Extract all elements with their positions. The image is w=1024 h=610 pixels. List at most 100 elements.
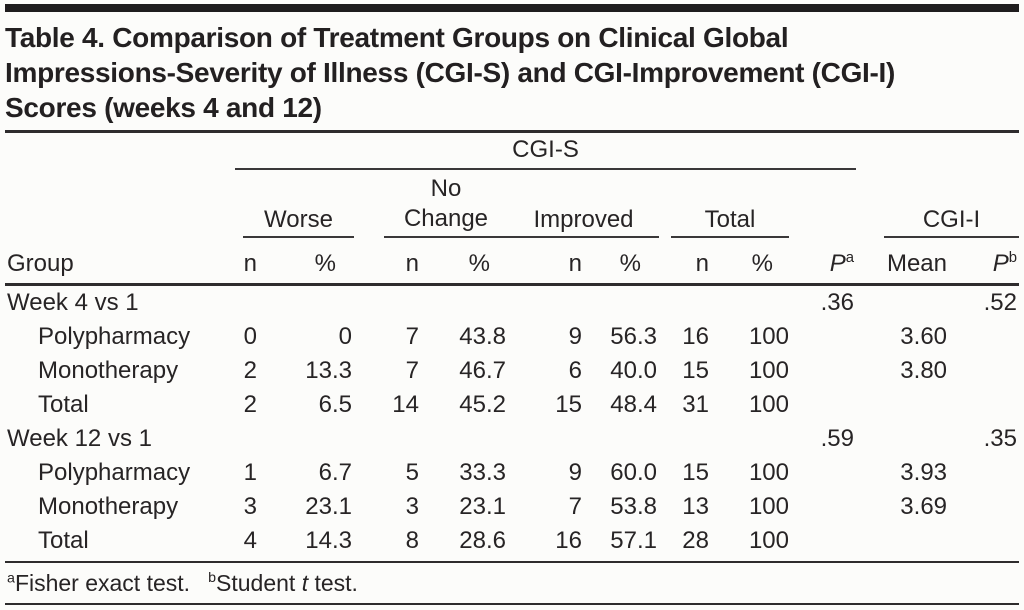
row-cell: 14.3 <box>305 527 352 554</box>
header-blank <box>791 170 856 238</box>
header-blank <box>5 134 235 170</box>
worse-spanner-cell: Worse <box>235 170 354 238</box>
row-cell <box>791 524 856 558</box>
row-label: Week 12 vs 1 <box>7 425 152 452</box>
row-cell <box>354 422 421 456</box>
row-cell: 7 <box>405 357 419 384</box>
header-row-cgis: CGI-S <box>5 134 1019 170</box>
row-cell: 7 <box>568 493 582 520</box>
table-row: Polypharmacy 1 6.7 5 33.3 9 60.0 15 100 … <box>5 456 1019 490</box>
row-cell <box>856 524 949 558</box>
row-cell <box>949 320 1019 354</box>
table-row: Monotherapy 2 13.3 7 46.7 6 40.0 15 100 … <box>5 354 1019 388</box>
table-row: Total 2 6.5 14 45.2 15 48.4 31 100 <box>5 388 1019 422</box>
column-header-worse-pct: % <box>259 238 354 286</box>
row-cell <box>711 285 791 321</box>
row-cell <box>235 422 259 456</box>
table-title-line-1: Table 4. Comparison of Treatment Groups … <box>5 22 789 53</box>
row-cell <box>235 285 259 321</box>
row-cell <box>856 285 949 321</box>
row-cell: 23.1 <box>459 493 506 520</box>
row-cell <box>949 354 1019 388</box>
title-rule <box>5 130 1019 133</box>
row-cell <box>711 422 791 456</box>
total-spanner-label: Total <box>671 206 789 238</box>
column-header-nochange-n: n <box>354 238 421 286</box>
footnote: aFisher exact test. bStudent t test. <box>7 570 358 596</box>
row-cell: 28.6 <box>459 527 506 554</box>
row-cell <box>949 490 1019 524</box>
row-cell: 13.3 <box>305 357 352 384</box>
row-cell: 28 <box>682 527 709 554</box>
row-cell: 3 <box>405 493 419 520</box>
row-cell <box>259 422 354 456</box>
row-cell: 7 <box>405 323 419 350</box>
column-header-nochange-pct: % <box>421 238 508 286</box>
row-cell <box>659 422 711 456</box>
table-title: Table 4. Comparison of Treatment Groups … <box>5 20 1019 125</box>
table-row: Week 4 vs 1 .36 .52 <box>5 285 1019 321</box>
row-cell <box>508 422 584 456</box>
row-cell <box>949 524 1019 558</box>
column-header-group: Group <box>5 238 235 286</box>
row-cell: 46.7 <box>459 357 506 384</box>
row-cell: 48.4 <box>610 391 657 418</box>
row-cell <box>354 285 421 321</box>
worse-spanner-label: Worse <box>243 206 354 238</box>
total-spanner-cell: Total <box>659 170 791 238</box>
top-rule-thick <box>5 4 1019 12</box>
row-cell: 100 <box>748 459 789 486</box>
row-cell: .52 <box>983 289 1018 316</box>
row-cell: 15 <box>682 357 709 384</box>
row-cell: 43.8 <box>459 323 506 350</box>
row-cell: 4 <box>243 527 257 554</box>
row-label: Polypharmacy <box>38 459 191 486</box>
column-header-p-b: Pb <box>949 238 1020 286</box>
cgii-spanner-cell: CGI-I <box>856 170 1020 238</box>
row-cell: 3 <box>243 493 257 520</box>
row-cell: 14 <box>392 391 419 418</box>
row-cell: 40.0 <box>610 357 657 384</box>
row-cell: 33.3 <box>459 459 506 486</box>
row-cell <box>584 422 659 456</box>
table-row: Monotherapy 3 23.1 3 23.1 7 53.8 13 100 … <box>5 490 1019 524</box>
column-header-p-a: Pa <box>791 238 857 286</box>
row-cell: 56.3 <box>610 323 657 350</box>
row-cell <box>421 422 508 456</box>
row-cell: 100 <box>748 391 789 418</box>
row-cell: 13 <box>682 493 709 520</box>
row-cell: 45.2 <box>459 391 506 418</box>
column-header-improved-n: n <box>508 238 584 286</box>
row-cell: 9 <box>568 459 582 486</box>
header-row-subspanners: Worse No Change Improved Total CGI-I <box>5 170 1020 238</box>
row-cell <box>421 285 508 321</box>
cgii-spanner-label: CGI-I <box>884 206 1020 238</box>
row-cell: 100 <box>748 527 789 554</box>
row-cell <box>949 388 1019 422</box>
row-cell: .36 <box>820 289 855 316</box>
row-cell: 15 <box>682 459 709 486</box>
column-header-worse-n: n <box>235 238 259 286</box>
header-blank <box>856 134 1019 170</box>
table-row: Polypharmacy 0 0 7 43.8 9 56.3 16 100 3.… <box>5 320 1019 354</box>
row-label: Total <box>38 391 89 418</box>
row-cell <box>508 285 584 321</box>
column-header-total-n: n <box>659 238 711 286</box>
row-cell: 15 <box>555 391 582 418</box>
row-cell: 0 <box>243 323 257 350</box>
comparison-table: CGI-S Worse No Change Improved T <box>5 134 1020 558</box>
row-cell <box>584 285 659 321</box>
row-label: Week 4 vs 1 <box>7 289 139 316</box>
body-bottom-rule <box>5 561 1019 563</box>
row-cell: 60.0 <box>610 459 657 486</box>
table-row: Total 4 14.3 8 28.6 16 57.1 28 100 <box>5 524 1019 558</box>
row-cell: 16 <box>682 323 709 350</box>
row-cell: 3.69 <box>900 493 948 520</box>
row-cell: 8 <box>405 527 419 554</box>
row-cell <box>791 490 856 524</box>
header-row-columns: Group n % n % n % n % Pa Mean Pb <box>5 238 1020 286</box>
row-cell: 2 <box>243 357 257 384</box>
row-cell: 31 <box>682 391 709 418</box>
footnote-b-marker: b <box>208 570 216 587</box>
